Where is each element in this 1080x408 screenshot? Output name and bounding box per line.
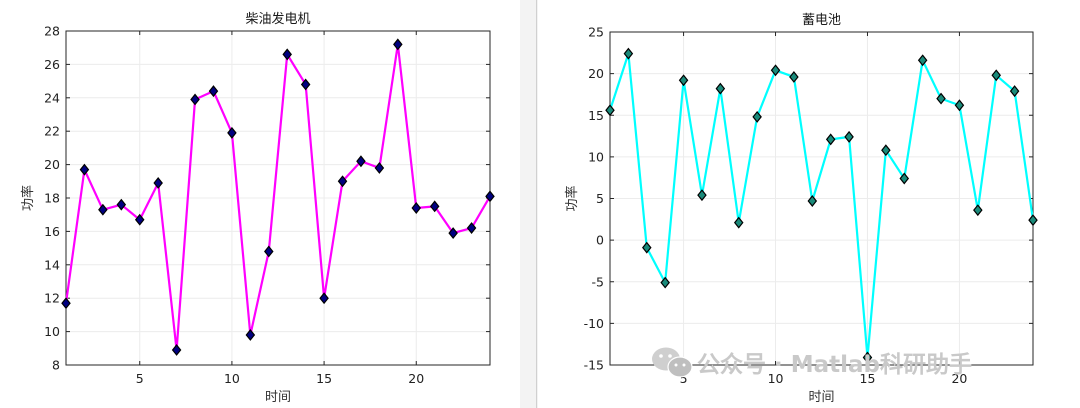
- y-tick-label: -5: [592, 274, 604, 289]
- data-point: [134, 213, 145, 226]
- window-gap: [520, 0, 538, 408]
- data-point: [79, 163, 90, 176]
- data-point: [733, 216, 744, 229]
- x-tick-label: 10: [224, 371, 240, 386]
- x-tick-label: 5: [136, 371, 144, 386]
- data-point: [153, 177, 163, 189]
- y-tick-label: 12: [44, 291, 60, 306]
- y-tick-label: 15: [588, 108, 604, 123]
- x-tick-label: 10: [768, 371, 784, 386]
- data-point: [789, 70, 799, 83]
- y-tick-label: 16: [44, 224, 60, 239]
- data-point: [697, 189, 707, 202]
- data-point: [825, 133, 836, 146]
- data-point: [61, 297, 71, 310]
- data-point: [642, 241, 652, 254]
- x-axis-label: 时间: [808, 390, 834, 405]
- y-tick-label: 25: [588, 25, 604, 40]
- data-point: [98, 203, 108, 216]
- series-line: [608, 52, 1035, 359]
- x-tick-label: 15: [316, 371, 332, 386]
- data-point: [227, 126, 237, 139]
- data-point: [337, 175, 348, 188]
- data-point: [411, 202, 422, 214]
- data-point: [1009, 85, 1020, 98]
- y-axis-label: 功率: [564, 185, 580, 211]
- y-tick-label: 28: [44, 24, 60, 39]
- y-tick-label: 24: [44, 90, 60, 105]
- y-axis-label: 功率: [20, 185, 36, 211]
- data-point: [245, 328, 256, 341]
- data-point: [623, 47, 634, 60]
- y-tick-label: 0: [596, 233, 604, 248]
- data-point: [264, 245, 274, 258]
- data-point: [356, 155, 366, 168]
- data-point: [374, 161, 385, 174]
- data-point: [660, 276, 670, 289]
- data-point: [991, 69, 1001, 82]
- data-point: [881, 144, 891, 157]
- chart-title: 蓄电池: [802, 13, 841, 28]
- data-point: [807, 195, 818, 207]
- y-tick-label: 14: [44, 257, 60, 272]
- data-point: [973, 204, 983, 217]
- data-point: [954, 99, 965, 112]
- wechat-icon: [652, 347, 693, 378]
- data-point: [936, 92, 946, 105]
- data-point: [862, 351, 873, 364]
- y-tick-label: 5: [596, 191, 604, 206]
- y-tick-label: 26: [44, 57, 60, 72]
- data-point: [466, 222, 477, 235]
- data-point: [917, 54, 928, 67]
- x-tick-label: 15: [860, 371, 876, 386]
- y-tick-label: 20: [588, 66, 604, 81]
- data-point: [770, 64, 781, 77]
- data-point: [393, 38, 403, 51]
- y-tick-label: 18: [44, 191, 60, 206]
- data-point: [171, 344, 182, 356]
- x-tick-label: 5: [680, 371, 688, 386]
- data-point: [752, 110, 762, 123]
- watermark: 公众号 · Matlab科研助手: [652, 347, 972, 378]
- x-axis-label: 时间: [265, 390, 291, 405]
- x-tick-label: 20: [408, 371, 424, 386]
- plot-area: 8 10 12 14 16 18 20 22 24 26 28 5 10 15 20: [44, 24, 495, 386]
- y-tick-label: -10: [584, 316, 604, 331]
- data-point: [899, 172, 910, 185]
- data-point: [319, 292, 329, 305]
- data-point: [208, 85, 219, 98]
- y-tick-label: 8: [52, 358, 60, 373]
- x-tick-label: 20: [951, 371, 967, 386]
- y-tick-label: 22: [44, 124, 60, 139]
- y-tick-label: 20: [44, 157, 60, 172]
- data-point: [1028, 214, 1038, 227]
- data-point: [678, 74, 689, 87]
- data-point: [282, 48, 292, 61]
- data-point: [448, 227, 458, 240]
- watermark-text: 公众号 · Matlab科研助手: [697, 351, 972, 378]
- plot-area: -15 -10 -5 0 5 10 15 20 25 5 10 15 20: [584, 25, 1038, 386]
- data-point: [429, 200, 440, 213]
- y-tick-label: 10: [588, 149, 604, 164]
- data-point: [715, 82, 726, 95]
- y-tick-label: 10: [44, 324, 60, 339]
- data-point: [300, 78, 311, 91]
- data-point: [485, 190, 495, 203]
- data-point: [605, 104, 615, 117]
- data-point: [116, 198, 127, 211]
- data-point: [190, 93, 200, 106]
- y-tick-label: -15: [584, 358, 604, 373]
- data-point: [844, 130, 854, 143]
- chart-title: 柴油发电机: [245, 11, 310, 27]
